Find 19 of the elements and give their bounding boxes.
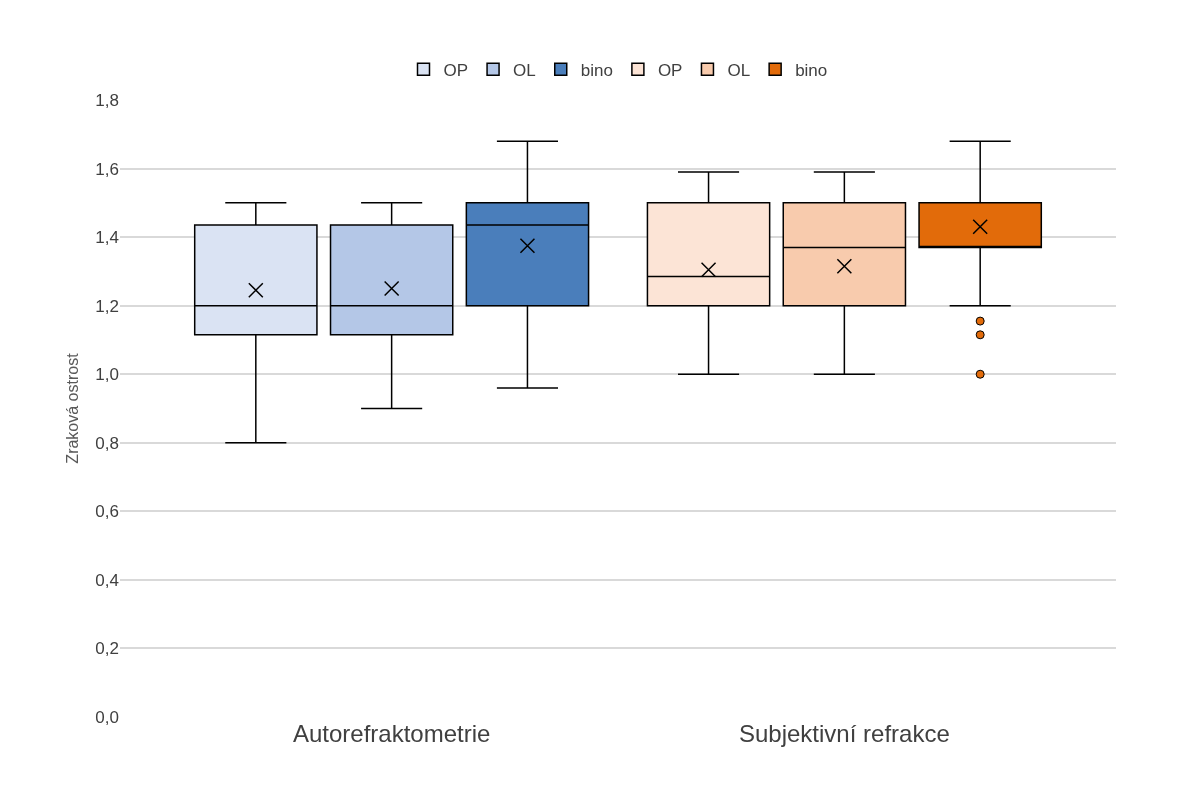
legend-label: OP: [443, 60, 469, 80]
legend-label: bino: [580, 60, 613, 80]
x-tick-label: Autorefraktometrie: [292, 720, 491, 747]
y-tick-label: 0,0: [95, 707, 119, 727]
x-tick-label: Subjektivní refrakce: [738, 720, 950, 747]
y-axis-title: Zraková ostrost: [64, 352, 81, 464]
y-tick-label: 1,2: [95, 296, 119, 316]
legend-label: OP: [657, 60, 683, 80]
y-tick-label: 1,8: [95, 90, 119, 110]
y-tick-label: 0,6: [95, 502, 119, 522]
y-tick-label: 1,4: [95, 228, 119, 248]
y-tick-label: 1,6: [95, 159, 119, 179]
y-tick-label: 0,8: [95, 433, 119, 453]
y-tick-label: 0,2: [95, 639, 119, 659]
y-tick-label: 0,4: [95, 570, 119, 590]
legend-label: OL: [513, 60, 536, 80]
legend-label: OL: [727, 60, 751, 80]
legend-label: bino: [795, 60, 828, 80]
y-tick-label: 1,0: [95, 365, 119, 385]
